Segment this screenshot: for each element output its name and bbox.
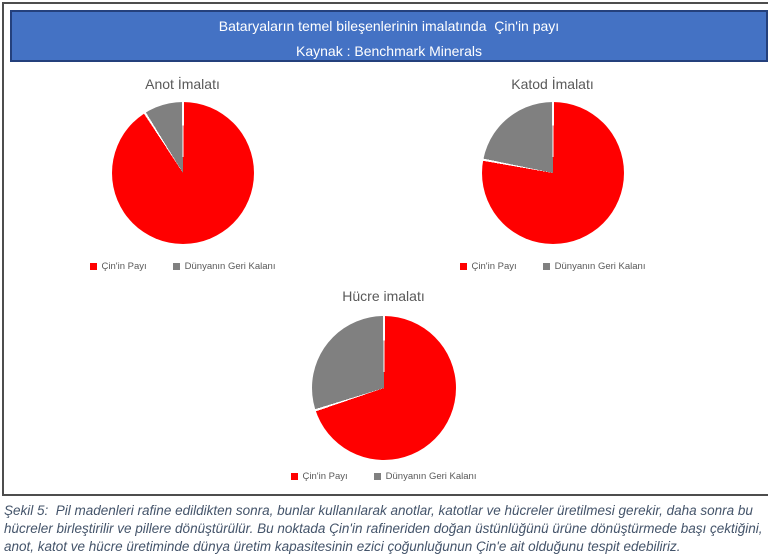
chart-title: Hücre imalatı: [342, 288, 425, 304]
figure-source: Kaynak : Benchmark Minerals: [296, 43, 482, 59]
china-legend-swatch: [89, 263, 97, 270]
legend-item-rest: Dünyanın Geri Kalanı: [373, 471, 477, 482]
legend-label: Dünyanın Geri Kalanı: [184, 261, 276, 272]
legend-label: Dünyanın Geri Kalanı: [385, 471, 477, 482]
rest-legend-swatch: [172, 263, 180, 270]
legend-label: Çin'in Payı: [471, 261, 517, 272]
figure-caption: Şekil 5: Pil madenleri rafine edildikten…: [4, 503, 767, 554]
legend-item-rest: Dünyanın Geri Kalanı: [172, 261, 276, 272]
cathode-pie-chart: Katod İmalatı Çin'in Payı Dünyanın Geri …: [420, 70, 685, 272]
china-legend-swatch: [459, 263, 467, 270]
legend-label: Çin'in Payı: [302, 471, 348, 482]
legend-item-rest: Dünyanın Geri Kalanı: [542, 261, 646, 272]
legend-label: Çin'in Payı: [101, 261, 147, 272]
figure-frame: [2, 2, 768, 496]
china-legend-swatch: [290, 473, 298, 480]
rest-legend-swatch: [373, 473, 381, 480]
legend-item-china: Çin'in Payı: [459, 261, 517, 272]
chart-title: Katod İmalatı: [511, 76, 594, 92]
chart-title: Anot İmalatı: [145, 76, 220, 92]
anode-pie: [111, 102, 254, 244]
legend-item-china: Çin'in Payı: [290, 471, 348, 482]
cell-pie-chart: Hücre imalatı Çin'in Payı Dünyanın Geri …: [251, 282, 516, 482]
legend: Çin'in Payı Dünyanın Geri Kalanı: [89, 261, 276, 272]
legend-item-china: Çin'in Payı: [89, 261, 147, 272]
figure-title: Bataryaların temel bileşenlerinin imalat…: [218, 18, 560, 34]
anode-pie-chart: Anot İmalatı Çin'in Payı Dünyanın Geri K…: [50, 70, 315, 272]
legend: Çin'in Payı Dünyanın Geri Kalanı: [459, 261, 646, 272]
cathode-pie: [481, 102, 624, 244]
legend-label: Dünyanın Geri Kalanı: [554, 261, 646, 272]
header-banner: Bataryaların temel bileşenlerinin imalat…: [10, 10, 768, 62]
cell-pie: [311, 316, 456, 460]
legend: Çin'in Payı Dünyanın Geri Kalanı: [290, 471, 477, 482]
rest-legend-swatch: [542, 263, 550, 270]
